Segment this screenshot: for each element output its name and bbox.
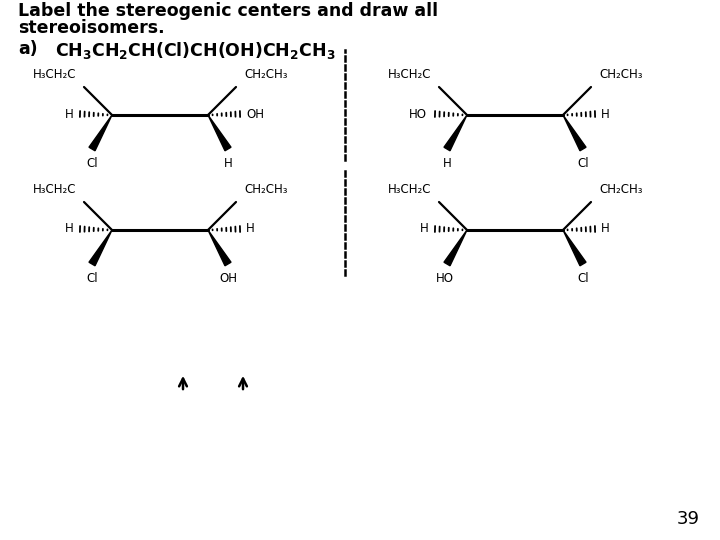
Text: Label the stereogenic centers and draw all: Label the stereogenic centers and draw a… (18, 2, 438, 20)
Text: H: H (66, 107, 74, 120)
Polygon shape (89, 230, 112, 266)
Polygon shape (444, 230, 467, 266)
Polygon shape (208, 230, 231, 266)
Polygon shape (563, 115, 586, 151)
Polygon shape (563, 230, 586, 266)
Text: H: H (246, 222, 255, 235)
Text: H₃CH₂C: H₃CH₂C (32, 68, 76, 81)
Text: HO: HO (409, 107, 427, 120)
Text: $\mathbf{CH_3CH_2CH(Cl)CH(OH)CH_2CH_3}$: $\mathbf{CH_3CH_2CH(Cl)CH(OH)CH_2CH_3}$ (55, 40, 336, 61)
Text: stereoisomers.: stereoisomers. (18, 19, 165, 37)
Text: a): a) (18, 40, 37, 58)
Polygon shape (208, 115, 231, 151)
Text: Cl: Cl (577, 157, 589, 170)
Polygon shape (89, 115, 112, 151)
Text: Cl: Cl (86, 272, 98, 285)
Text: CH₂CH₃: CH₂CH₃ (599, 68, 642, 81)
Text: H: H (66, 222, 74, 235)
Text: CH₂CH₃: CH₂CH₃ (244, 183, 287, 196)
Text: H: H (443, 157, 451, 170)
Text: H: H (601, 107, 610, 120)
Text: CH₂CH₃: CH₂CH₃ (599, 183, 642, 196)
Text: H: H (420, 222, 429, 235)
Text: CH₂CH₃: CH₂CH₃ (244, 68, 287, 81)
Text: Cl: Cl (577, 272, 589, 285)
Text: H₃CH₂C: H₃CH₂C (387, 68, 431, 81)
Text: OH: OH (219, 272, 237, 285)
Polygon shape (444, 115, 467, 151)
Text: HO: HO (436, 272, 454, 285)
Text: H: H (224, 157, 233, 170)
Text: 39: 39 (677, 510, 700, 528)
Text: H₃CH₂C: H₃CH₂C (32, 183, 76, 196)
Text: Cl: Cl (86, 157, 98, 170)
Text: H₃CH₂C: H₃CH₂C (387, 183, 431, 196)
Text: H: H (601, 222, 610, 235)
Text: OH: OH (246, 107, 264, 120)
